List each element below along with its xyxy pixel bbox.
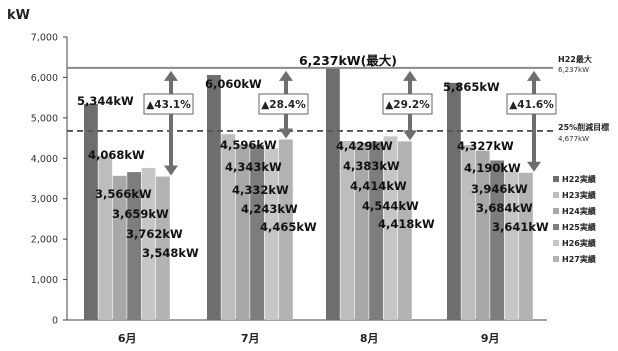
y-tick-label: 2,000 — [31, 235, 58, 246]
legend-swatch — [553, 224, 559, 230]
reduction-arrow-head-down — [527, 161, 541, 172]
data-label: 4,544kW — [362, 199, 419, 213]
unit-label: kW — [7, 8, 30, 23]
reduction-arrow-head-up — [279, 70, 293, 81]
bar-1-4 — [447, 82, 461, 320]
reduction-badge — [382, 93, 433, 115]
bar-2-1 — [98, 155, 113, 320]
bar-6-1 — [156, 176, 170, 320]
data-label: 5,865kW — [443, 80, 500, 94]
data-label: 4,465kW — [260, 220, 317, 234]
bar-1-2 — [207, 75, 221, 320]
reduction-badge — [143, 93, 194, 115]
bar-3-2 — [235, 144, 250, 320]
bar-3-1 — [112, 175, 127, 320]
bar-4-3 — [369, 141, 383, 320]
data-label: 4,418kW — [378, 217, 435, 231]
y-tick-label: 0 — [52, 316, 58, 327]
bar-6-3 — [398, 141, 412, 320]
bar-4-2 — [250, 144, 264, 320]
reduction-arrow-head-up — [164, 70, 178, 81]
data-label: 4,068kW — [88, 148, 145, 162]
reduction-badge-label: ▲41.6% — [509, 99, 554, 111]
legend-label: H23実績 — [562, 190, 596, 200]
data-label: 3,684kW — [476, 201, 533, 215]
data-label: 3,548kW — [142, 246, 199, 260]
legend-label: H26実績 — [562, 238, 596, 248]
max-annotation: 6,237kW(最大) — [299, 53, 397, 68]
data-label: 6,060kW — [205, 77, 262, 91]
bar-6-2 — [279, 139, 293, 320]
reduction-arrow-head-up — [403, 70, 417, 81]
reduction-arrow-head-up — [527, 70, 541, 81]
bar-3-4 — [475, 150, 490, 320]
x-tick-label: 6月 — [118, 332, 137, 345]
max-line-value: 6,237kW — [558, 66, 589, 74]
data-label: 4,343kW — [225, 160, 282, 174]
target-line-name: 25%削減目標 — [558, 122, 609, 132]
y-tick-label: 4,000 — [31, 154, 58, 165]
x-tick-label: 8月 — [360, 332, 379, 345]
data-label: 4,414kW — [350, 179, 407, 193]
legend-swatch — [553, 192, 559, 198]
reduction-arrow-head-down — [279, 128, 293, 139]
legend-swatch — [553, 256, 559, 262]
reduction-badge — [506, 93, 557, 115]
data-label: 3,566kW — [95, 187, 152, 201]
reduction-badge-label: ▲43.1% — [146, 99, 191, 111]
y-tick-label: 7,000 — [31, 33, 58, 44]
y-tick-label: 5,000 — [31, 113, 58, 124]
legend-swatch — [553, 176, 559, 182]
legend-label: H22実績 — [562, 174, 596, 184]
data-label: 4,190kW — [464, 161, 521, 175]
reduction-badge-label: ▲28.4% — [261, 99, 306, 111]
legend-label: H27実績 — [562, 254, 596, 264]
plot-area: 0 1,000 2,000 3,000 4,000 5,000 6,000 7,000 6月 7月… — [31, 33, 609, 346]
bar-3-3 — [354, 142, 369, 320]
legend-swatch — [553, 240, 559, 246]
y-tick-label: 1,000 — [31, 275, 58, 286]
bar-2-2 — [221, 134, 236, 320]
data-label: 4,429kW — [336, 139, 393, 153]
data-label: 4,332kW — [232, 183, 289, 197]
bar-2-4 — [461, 145, 476, 320]
data-label: 4,243kW — [241, 202, 298, 216]
bar-5-4 — [504, 171, 519, 320]
max-line-name: H22最大 — [558, 54, 592, 64]
legend-label: H25実績 — [562, 222, 596, 232]
target-line-value: 4,677kW — [558, 135, 589, 143]
bar-4-1 — [127, 172, 141, 320]
data-label: 3,946kW — [471, 182, 528, 196]
bar-5-1 — [141, 167, 156, 320]
bar-5-2 — [264, 148, 279, 320]
legend-label: H24実績 — [562, 206, 596, 216]
data-label: 3,762kW — [126, 227, 183, 241]
data-label: 3,659kW — [112, 207, 169, 221]
legend-swatch — [553, 208, 559, 214]
reduction-badge — [258, 93, 309, 115]
bar-4-4 — [490, 160, 504, 320]
data-label: 5,344kW — [77, 94, 134, 108]
data-label: 4,383kW — [343, 159, 400, 173]
x-tick-label: 9月 — [481, 332, 500, 345]
x-tick-label: 7月 — [241, 332, 260, 345]
y-tick-label: 6,000 — [31, 73, 58, 84]
bar-6-4 — [519, 172, 533, 320]
data-label: 4,596kW — [220, 138, 277, 152]
data-label: 4,327kW — [457, 139, 514, 153]
data-label: 3,641kW — [492, 220, 549, 234]
bar-5-3 — [383, 136, 398, 320]
reduction-arrow-head-down — [403, 130, 417, 141]
reduction-badge-label: ▲29.2% — [385, 99, 430, 111]
bar-2-3 — [340, 140, 355, 320]
y-tick-label: 3,000 — [31, 194, 58, 205]
reduction-arrow-head-down — [164, 165, 178, 176]
bar-1-3 — [326, 67, 340, 320]
bar-1-1 — [84, 103, 98, 321]
